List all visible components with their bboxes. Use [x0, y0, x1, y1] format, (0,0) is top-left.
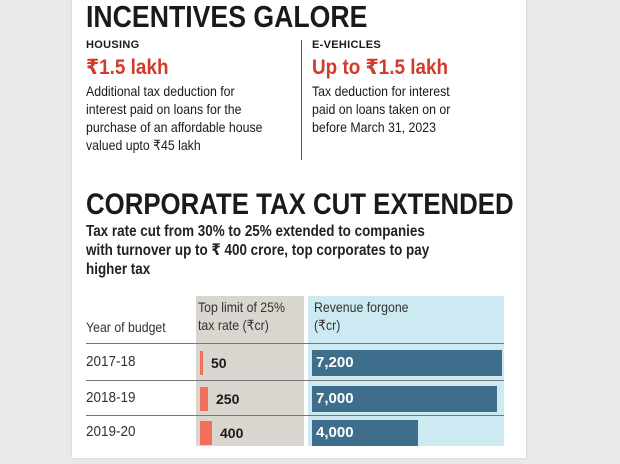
- column-divider: [301, 40, 302, 160]
- housing-desc-line: valued upto ₹45 lakh: [86, 137, 201, 153]
- year-cell: 2018-19: [86, 389, 136, 406]
- evehicles-desc-line: paid on loans taken on or: [312, 101, 451, 117]
- housing-column: HOUSING ₹1.5 lakh Additional tax deducti…: [86, 38, 296, 154]
- housing-desc-line: Additional tax deduction for: [86, 83, 235, 99]
- corporate-intro: Tax rate cut from 30% to 25% extended to…: [86, 222, 481, 279]
- housing-desc-line: purchase of an affordable house: [86, 119, 263, 135]
- revenue-bar: [312, 420, 418, 446]
- housing-amount: ₹1.5 lakh: [86, 56, 169, 79]
- incentives-title: INCENTIVES GALORE: [86, 0, 368, 34]
- limit-column-band: [196, 296, 304, 446]
- housing-desc-line: interest paid on loans for the: [86, 101, 242, 117]
- limit-header-line: Top limit of 25%: [198, 299, 285, 315]
- row-separator: [86, 343, 504, 344]
- limit-bar: [200, 387, 208, 411]
- evehicles-column: E-VEHICLES Up to ₹1.5 lakh Tax deduction…: [312, 38, 522, 136]
- limit-header: Top limit of 25% tax rate (₹cr): [198, 298, 285, 334]
- limit-bar: [200, 351, 203, 375]
- housing-description: Additional tax deduction for interest pa…: [86, 82, 295, 154]
- row-separator: [86, 415, 504, 416]
- evehicles-desc-line: before March 31, 2023: [312, 119, 436, 135]
- row-separator: [86, 380, 504, 381]
- housing-kicker: HOUSING: [86, 39, 140, 51]
- revenue-value: 7,200: [316, 354, 354, 371]
- revenue-bar: [312, 350, 502, 376]
- limit-bar: [200, 421, 212, 445]
- limit-value: 250: [216, 391, 240, 407]
- tax-table: Year of budget Top limit of 25% tax rate…: [72, 296, 526, 446]
- evehicles-kicker: E-VEHICLES: [312, 39, 382, 51]
- intro-line: with turnover up to ₹ 400 crore, top cor…: [86, 242, 430, 259]
- intro-line: Tax rate cut from 30% to 25% extended to…: [86, 223, 425, 240]
- year-cell: 2017-18: [86, 353, 136, 370]
- year-header: Year of budget: [86, 319, 166, 335]
- table-row: 2019-20 400 4,000: [72, 416, 526, 448]
- corporate-title: CORPORATE TAX CUT EXTENDED: [86, 188, 514, 221]
- intro-line: higher tax: [86, 261, 151, 278]
- revenue-bar: [312, 386, 497, 412]
- revenue-value: 4,000: [316, 424, 354, 441]
- revenue-header-line: (₹cr): [314, 317, 341, 333]
- revenue-value: 7,000: [316, 390, 354, 407]
- evehicles-amount: Up to ₹1.5 lakh: [312, 56, 449, 79]
- table-row: 2018-19 250 7,000: [72, 382, 526, 414]
- revenue-header-line: Revenue forgone: [314, 299, 409, 315]
- limit-value: 50: [211, 355, 227, 371]
- evehicles-desc-line: Tax deduction for interest: [312, 83, 450, 99]
- infographic-card: INCENTIVES GALORE HOUSING ₹1.5 lakh Addi…: [72, 0, 526, 458]
- evehicles-description: Tax deduction for interest paid on loans…: [312, 82, 521, 136]
- revenue-header: Revenue forgone (₹cr): [314, 298, 409, 334]
- limit-header-line: tax rate (₹cr): [198, 317, 269, 333]
- year-cell: 2019-20: [86, 423, 136, 440]
- table-row: 2017-18 50 7,200: [72, 346, 526, 378]
- limit-value: 400: [220, 425, 244, 441]
